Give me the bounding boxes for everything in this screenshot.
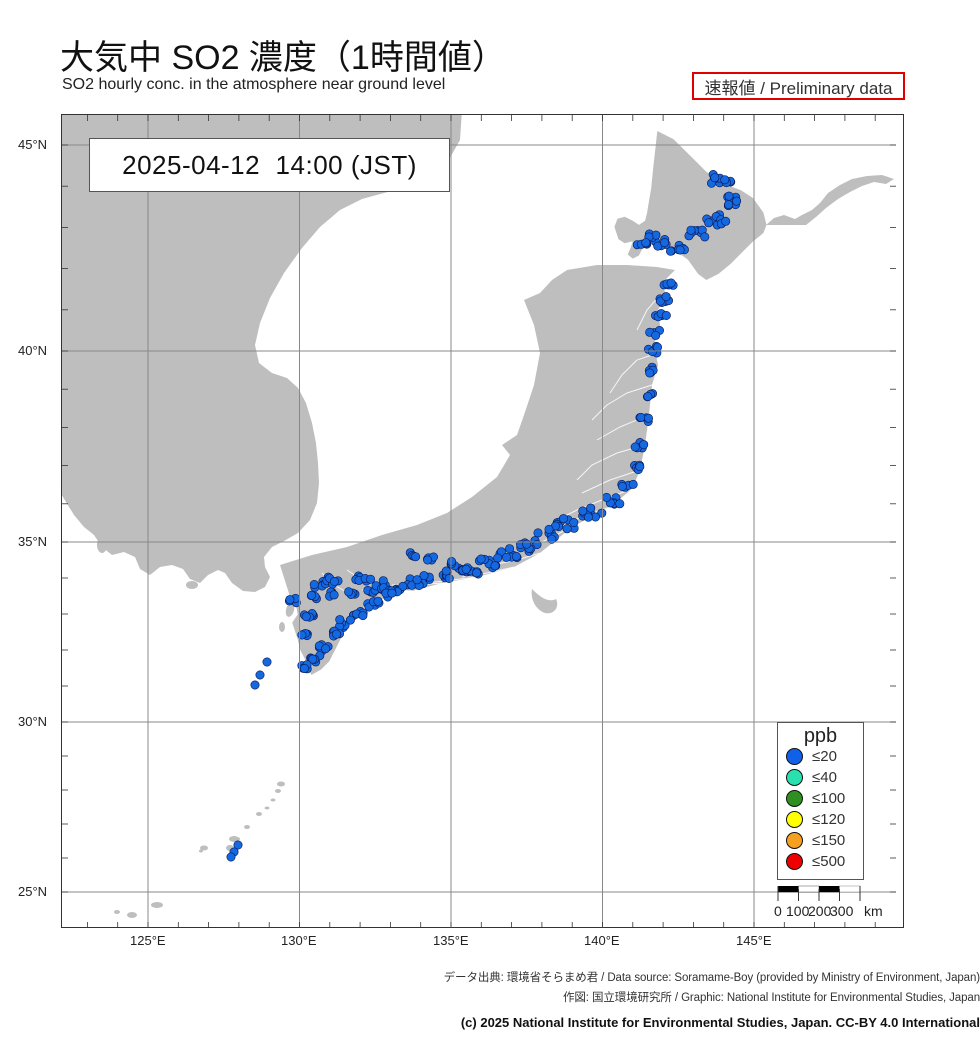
svg-text:300: 300	[830, 903, 854, 919]
svg-text:200: 200	[808, 903, 832, 919]
svg-text:km: km	[864, 903, 883, 919]
svg-text:100: 100	[786, 903, 810, 919]
svg-text:0: 0	[774, 903, 782, 919]
